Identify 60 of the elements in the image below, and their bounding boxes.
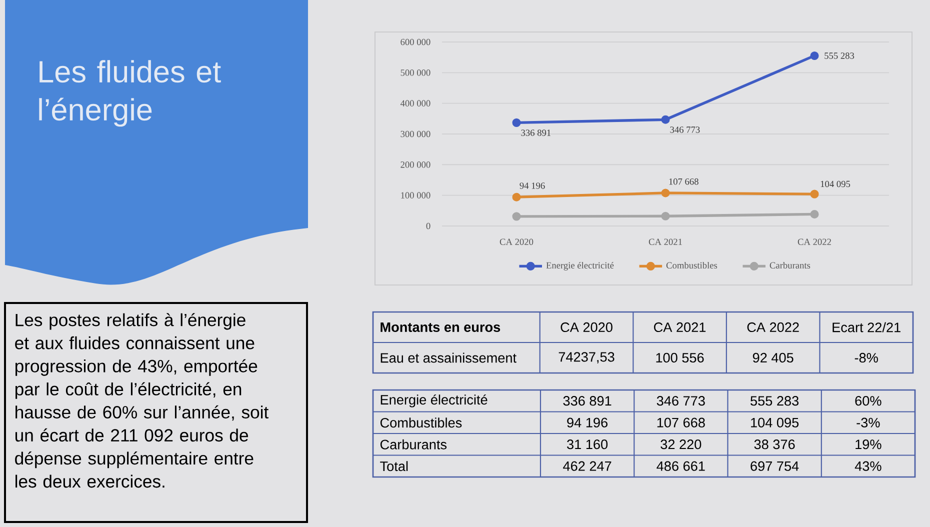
text: 336 891 [563, 396, 612, 406]
text: 43% [854, 461, 882, 471]
category-label: Carburants [380, 439, 447, 450]
y-tick-label: 200 000 [400, 162, 430, 168]
text: 107 668 [657, 418, 705, 428]
text: 60% [855, 396, 882, 406]
y-tick-label: 400 000 [400, 100, 430, 106]
legend-label: Combustibles [666, 262, 718, 269]
category-label: Total [380, 461, 408, 472]
y-tick-label: 0 [426, 222, 430, 230]
y-tick-label: 600 000 [400, 38, 430, 46]
text: 32 220 [660, 440, 702, 450]
point [512, 118, 521, 127]
x-tick-label: CA 2022 [798, 238, 831, 245]
text: 19% [856, 440, 882, 450]
text: 94 196 [567, 418, 608, 428]
point [512, 212, 521, 221]
text: 346 773 [656, 396, 705, 406]
text: -3% [856, 418, 880, 428]
point [810, 190, 819, 198]
text: Les fluides et l’énergie [39, 60, 221, 127]
data-label: 94 196 [520, 182, 545, 189]
text: 104 095 [751, 418, 799, 428]
text: Montants en euros [380, 322, 500, 332]
text: 462 247 [563, 461, 612, 471]
point [661, 212, 670, 220]
category-label: Eau et assainissement [380, 352, 516, 363]
data-label: 107 668 [669, 178, 698, 185]
text: Les postes relatifs à l’énergie et aux fluides connaissent une progression de 43%, emportée par le coût de l’électricité, en hausse de 60% sur l’année, soit un écart de 211 092 euros de dépense supplémentaire entre les deux exercices. [15, 313, 269, 488]
point [810, 51, 819, 60]
data-label: 104 095 [820, 180, 850, 188]
text: 74237,53 [558, 352, 614, 364]
y-tick-label: 100 000 [401, 192, 430, 198]
data-label: 555 283 [824, 52, 854, 59]
y-tick-label: 300 000 [400, 130, 430, 138]
x-tick-label: CA 2020 [500, 238, 534, 245]
y-tick-label: 500 000 [400, 70, 430, 76]
text: 555 283 [750, 396, 799, 406]
category-label: Energie électricité [380, 394, 488, 408]
point [661, 115, 670, 124]
text: 31 160 [567, 440, 608, 450]
point [810, 210, 819, 218]
category-label: CA 2020 [560, 322, 612, 332]
category-label: Combustibles [380, 418, 462, 428]
data-label: 336 891 [521, 130, 551, 136]
legend-label: Energie électricité [546, 262, 614, 270]
category-label: Ecart 22/21 [832, 322, 900, 332]
x-tick-label: CA 2021 [648, 238, 682, 245]
text: -8% [854, 352, 878, 363]
legend-label: Carburants [770, 262, 810, 269]
text: 92 405 [752, 352, 794, 363]
category-label: CA 2021 [654, 322, 706, 332]
text: 697 754 [750, 461, 799, 471]
text: 100 556 [656, 352, 704, 363]
data-label: 346 773 [670, 126, 700, 133]
category-label: CA 2022 [747, 322, 799, 332]
text: 486 661 [656, 461, 705, 471]
text: 38 376 [754, 440, 795, 450]
point [661, 188, 670, 198]
point [512, 192, 521, 202]
